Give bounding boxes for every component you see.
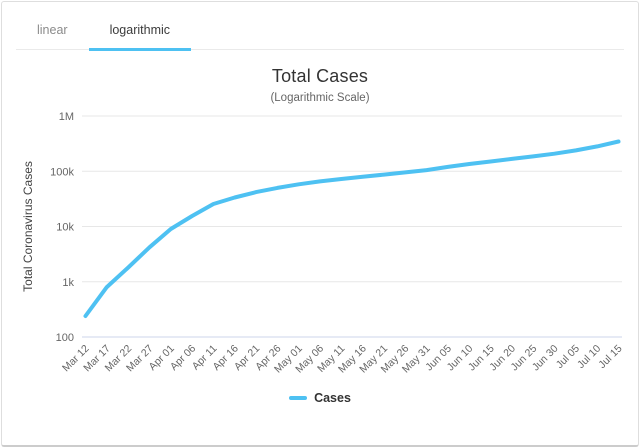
tab-linear[interactable]: linear — [37, 23, 68, 37]
y-axis-label: 100k — [50, 166, 74, 178]
y-axis-label: 10k — [56, 222, 74, 234]
y-axis-label: 1M — [59, 111, 74, 123]
chart-subtitle: (Logarithmic Scale) — [270, 92, 370, 104]
legend[interactable]: Cases — [2, 391, 638, 405]
y-axis-label: 100 — [56, 332, 74, 344]
tab-bar: linear logarithmic — [16, 14, 624, 51]
y-axis-label: 1k — [62, 277, 74, 289]
tab-logarithmic[interactable]: logarithmic — [88, 14, 192, 51]
cases-line — [83, 139, 621, 318]
cases-series-marker-icon — [289, 396, 308, 400]
y-axis-title: Total Coronavirus Cases — [21, 161, 35, 292]
x-axis-label: Jul 15 — [596, 343, 624, 371]
chart-title: Total Cases — [271, 66, 369, 86]
legend-label: Cases — [314, 391, 351, 405]
